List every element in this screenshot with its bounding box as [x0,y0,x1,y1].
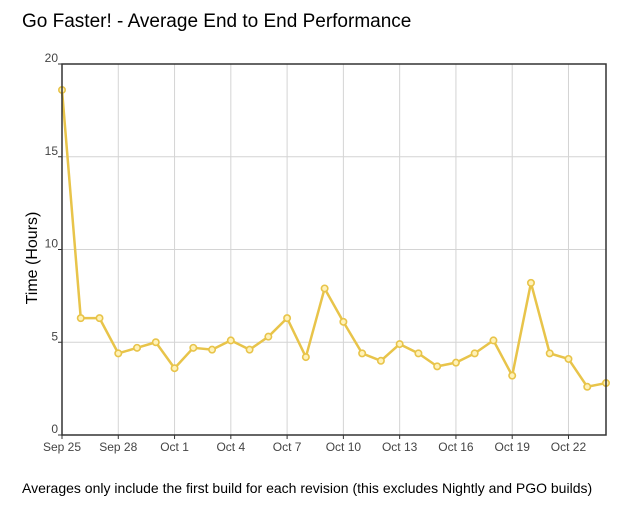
data-point[interactable] [133,343,142,352]
x-tick-label: Oct 22 [551,440,587,454]
data-point[interactable] [301,353,310,362]
y-tick-label: 15 [45,144,59,158]
data-point[interactable] [414,349,423,358]
data-point[interactable] [76,314,85,323]
data-point[interactable] [489,336,498,345]
plot-frame [61,63,607,436]
series-layer [57,85,610,391]
data-point[interactable] [358,349,367,358]
x-tick-label: Oct 13 [382,440,418,454]
y-tick-label: 20 [45,51,59,65]
data-point[interactable] [320,284,329,293]
x-tick-label: Sep 28 [99,440,137,454]
x-tick-label: Oct 10 [326,440,362,454]
data-point[interactable] [564,354,573,363]
chart-title: Go Faster! - Average End to End Performa… [22,11,412,32]
x-tick-label: Oct 4 [216,440,245,454]
x-tick-label: Oct 7 [273,440,302,454]
data-point[interactable] [151,338,160,347]
data-point[interactable] [283,314,292,323]
data-point[interactable] [583,382,592,391]
data-point[interactable] [395,340,404,349]
data-point[interactable] [339,317,348,326]
data-point[interactable] [470,349,479,358]
data-point[interactable] [226,336,235,345]
data-point[interactable] [189,343,198,352]
data-point[interactable] [433,362,442,371]
y-tick-label: 0 [51,422,58,436]
data-point[interactable] [545,349,554,358]
y-axis-ticks: 0 5 10 15 20 [45,51,62,436]
data-point[interactable] [264,332,273,341]
data-point[interactable] [95,314,104,323]
chart-caption: Averages only include the first build fo… [22,480,593,496]
data-point[interactable] [376,356,385,365]
y-tick-label: 5 [51,329,58,343]
x-tick-label: Sep 25 [43,440,81,454]
data-point[interactable] [451,358,460,367]
y-tick-label: 10 [45,237,59,251]
data-point[interactable] [245,345,254,354]
data-point[interactable] [508,371,517,380]
data-point[interactable] [208,345,217,354]
data-point[interactable] [170,364,179,373]
x-tick-label: Oct 19 [495,440,531,454]
x-tick-label: Oct 16 [438,440,474,454]
x-tick-label: Oct 1 [160,440,189,454]
data-point[interactable] [114,349,123,358]
data-point[interactable] [526,278,535,287]
grid [61,63,606,436]
x-axis-ticks: Sep 25 Sep 28 Oct 1 Oct 4 Oct 7 Oct 10 Oct 13 O… [43,435,587,454]
